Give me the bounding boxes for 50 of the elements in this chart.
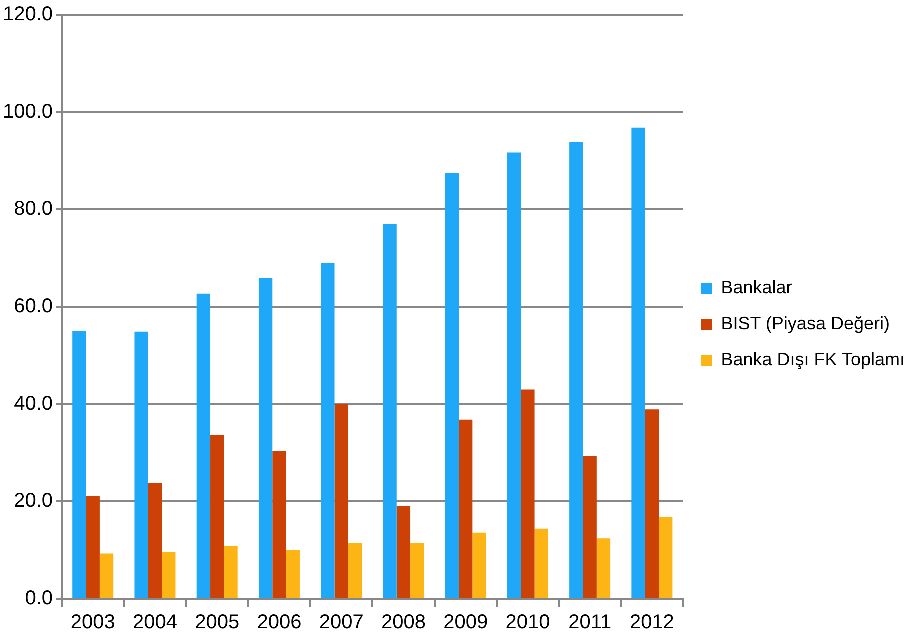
x-tick-label: 2012: [630, 612, 674, 634]
bar: [410, 544, 424, 598]
bar: [321, 263, 335, 598]
bar: [134, 332, 148, 598]
y-tick-label: 0.0: [25, 588, 54, 610]
y-tick-label: 40.0: [14, 392, 54, 415]
bar: [72, 331, 86, 598]
bar: [396, 506, 411, 598]
x-tick-label: 2006: [257, 612, 302, 634]
bar: [472, 532, 486, 598]
y-tick-label: 120.0: [2, 4, 54, 26]
x-tick-label: 2007: [319, 612, 364, 634]
bar: [100, 554, 114, 598]
legend-label: Bankalar: [721, 277, 792, 298]
legend-label: Banka Dışı FK Toplamı: [721, 349, 905, 370]
bar: [162, 552, 176, 598]
bar: [286, 550, 300, 598]
x-tick-label: 2011: [568, 612, 612, 634]
bar: [348, 543, 362, 598]
bar: [445, 173, 459, 598]
legend-label: BIST (Piyasa Değeri): [721, 313, 890, 334]
y-tick-label: 20.0: [14, 490, 54, 512]
bar: [570, 142, 584, 598]
y-tick-label: 60.0: [14, 296, 54, 318]
bar: [645, 410, 660, 598]
bar: [196, 294, 211, 598]
bar: [583, 456, 597, 598]
x-tick-label: 2004: [132, 612, 178, 634]
bar: [258, 278, 273, 598]
y-tick-label: 100.0: [2, 100, 54, 123]
bar: [383, 224, 397, 598]
x-tick-label: 2009: [444, 612, 488, 634]
bar: [507, 152, 522, 598]
bar: [224, 546, 238, 598]
bar: [521, 390, 535, 598]
x-tick-label: 2010: [506, 612, 550, 634]
x-tick-label: 2005: [195, 612, 240, 634]
bar: [210, 435, 224, 598]
bar: [659, 517, 673, 598]
bar: [596, 538, 611, 598]
x-tick-label: 2003: [70, 612, 116, 634]
bar: [148, 483, 162, 598]
bar: [458, 420, 473, 598]
bar: [272, 451, 286, 598]
x-tick-label: 2008: [381, 612, 426, 634]
bar: [334, 404, 348, 598]
bar: [632, 128, 646, 598]
y-tick-label: 80.0: [14, 198, 54, 220]
bar: [86, 496, 100, 598]
bar: [534, 528, 548, 598]
